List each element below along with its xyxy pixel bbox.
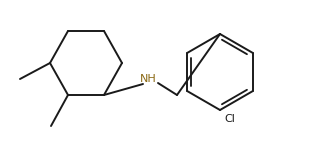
Text: NH: NH <box>140 74 156 84</box>
Text: Cl: Cl <box>224 114 235 124</box>
